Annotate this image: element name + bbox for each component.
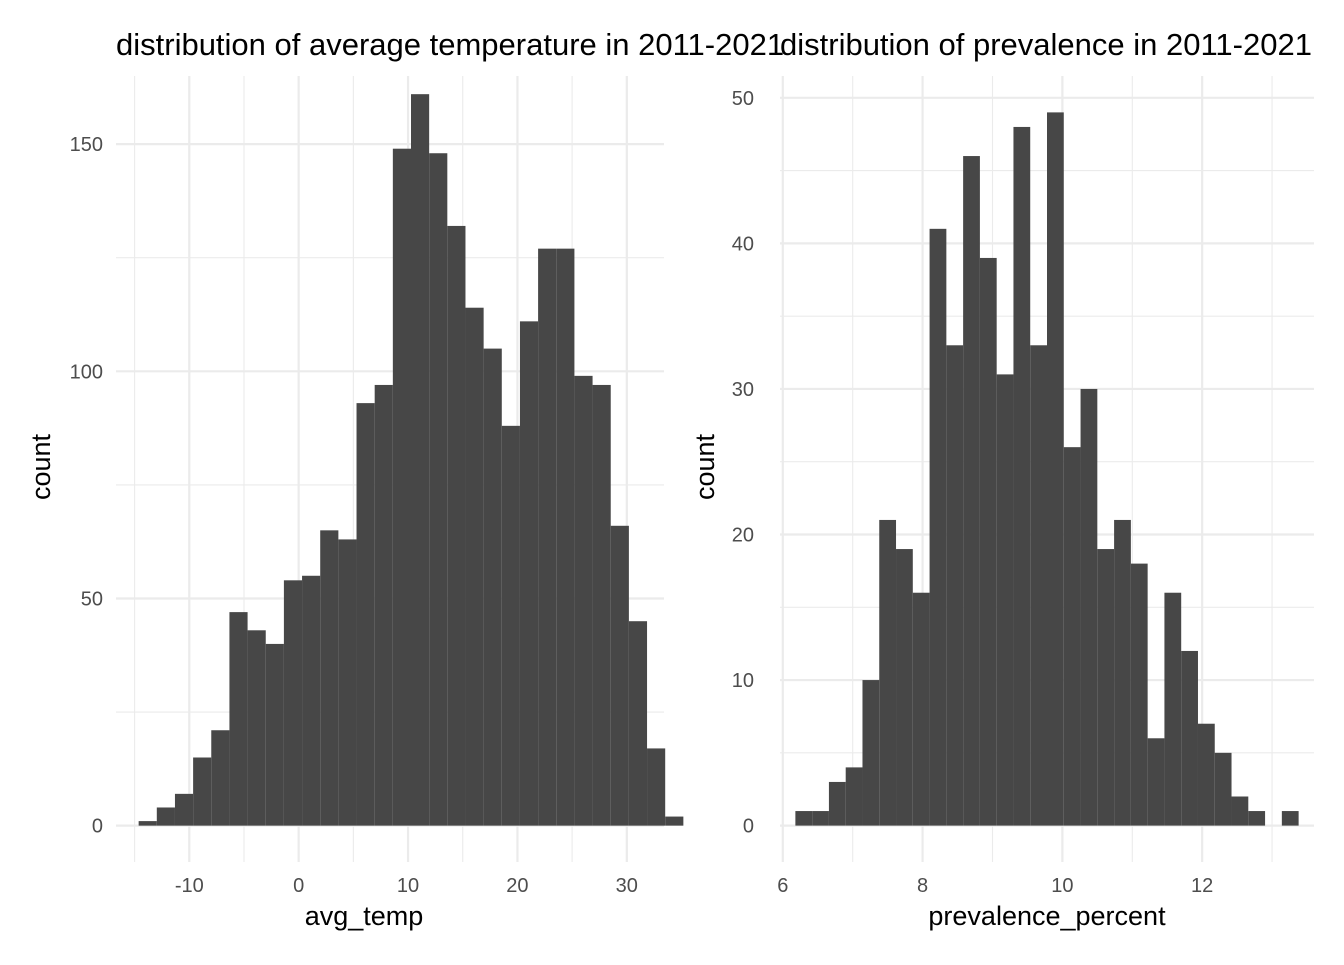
prevalence-histogram-bar <box>1030 345 1047 826</box>
prevalence-histogram-bar <box>1281 811 1299 826</box>
temperature-histogram-bar <box>283 580 303 826</box>
prevalence-bars <box>795 112 1299 826</box>
prevalence-y-tick-label: 50 <box>732 88 754 110</box>
prevalence-histogram-bar <box>862 680 880 826</box>
prevalence-histogram-bar <box>879 519 897 826</box>
prevalence-x-tick-label: 12 <box>1191 875 1213 897</box>
prevalence-histogram-bar <box>963 156 980 826</box>
prevalence-y-tick-label: 20 <box>732 525 754 547</box>
temperature-histogram-bar <box>356 403 375 826</box>
prevalence-histogram-bar <box>1047 112 1064 826</box>
temperature-x-tick-label: 20 <box>506 875 528 897</box>
prevalence-ticks: 6 8 10 12 0 10 20 30 40 50 <box>732 88 1214 897</box>
temperature-y-tick-label: 50 <box>81 588 103 610</box>
prevalence-histogram-bar <box>996 374 1014 826</box>
prevalence-histogram-panel: 6 8 10 12 0 10 20 30 40 50 distribution of preval… <box>690 27 1314 931</box>
temperature-histogram-bar <box>465 307 484 826</box>
temperature-histogram-bar <box>392 148 412 826</box>
temperature-histogram-bar <box>338 539 357 826</box>
temperature-histogram-bar <box>156 807 175 826</box>
temperature-histogram-bar <box>556 248 575 826</box>
temperature-histogram-bar <box>610 525 629 826</box>
temperature-histogram-bar <box>138 821 157 826</box>
temperature-histogram-bar <box>665 816 684 826</box>
temperature-histogram-bar <box>647 748 666 826</box>
temperature-histogram-bar <box>574 375 593 826</box>
prevalence-x-tick-label: 6 <box>777 875 788 897</box>
temperature-histogram-bar <box>374 384 393 826</box>
prevalence-histogram-bar <box>1147 738 1165 826</box>
prevalence-histogram-bar <box>1013 126 1031 826</box>
temperature-histogram-bar <box>538 248 557 826</box>
temperature-y-tick-label: 100 <box>70 361 103 383</box>
prevalence-histogram-bar <box>1248 811 1266 826</box>
prevalence-histogram-bar <box>1164 592 1182 826</box>
temperature-histogram-bar <box>592 384 611 826</box>
prevalence-histogram-bar <box>1181 650 1198 826</box>
prevalence-histogram-bar <box>1063 447 1081 826</box>
prevalence-x-tick-label: 10 <box>1051 875 1073 897</box>
prevalence-x-axis-label: prevalence_percent <box>928 901 1166 931</box>
prevalence-histogram-bar <box>946 345 964 826</box>
temperature-y-axis-label: count <box>26 433 56 500</box>
temperature-x-tick-label: -10 <box>175 875 204 897</box>
prevalence-histogram-bar <box>979 257 997 826</box>
temperature-histogram-bar <box>302 575 321 826</box>
temperature-chart-title: distribution of average temperature in 2… <box>116 27 784 62</box>
temperature-histogram-bar <box>247 630 266 826</box>
prevalence-chart-title: distribution of prevalence in 2011-2021 <box>780 27 1312 62</box>
temperature-histogram-bar <box>483 348 502 826</box>
prevalence-histogram-bar <box>912 592 930 826</box>
prevalence-histogram-bar <box>1130 563 1148 826</box>
prevalence-histogram-bar <box>896 549 913 826</box>
temperature-histogram-bar <box>265 643 284 826</box>
temperature-x-axis-label: avg_temp <box>305 901 424 931</box>
prevalence-histogram-bar <box>828 781 846 826</box>
temperature-y-tick-label: 150 <box>70 134 103 156</box>
prevalence-x-tick-label: 8 <box>917 875 928 897</box>
prevalence-histogram-bar <box>812 811 829 826</box>
prevalence-histogram-bar <box>1231 796 1249 826</box>
prevalence-histogram-bar <box>1197 723 1215 826</box>
temperature-histogram-bar <box>501 425 520 826</box>
temperature-histogram-bar <box>193 757 212 826</box>
prevalence-histogram-bar <box>929 228 947 826</box>
prevalence-y-axis-label: count <box>690 433 720 500</box>
prevalence-histogram-bar <box>1114 519 1131 826</box>
prevalence-y-tick-label: 0 <box>743 816 754 838</box>
temperature-bars <box>138 94 684 826</box>
temperature-histogram-bar <box>519 321 539 826</box>
temperature-histogram-bar <box>628 621 648 826</box>
temperature-histogram-bar <box>174 793 194 826</box>
temperature-y-tick-label: 0 <box>92 816 103 838</box>
temperature-x-tick-label: 10 <box>397 875 419 897</box>
prevalence-y-tick-label: 40 <box>732 233 754 255</box>
prevalence-histogram-bar <box>1097 549 1115 826</box>
prevalence-histogram-bar <box>1080 388 1098 826</box>
temperature-histogram-bar <box>429 153 448 826</box>
prevalence-histogram-bar <box>1214 752 1232 826</box>
temperature-histogram-bar <box>229 612 248 826</box>
temperature-x-tick-label: 0 <box>293 875 304 897</box>
temperature-histogram-bar <box>447 225 466 826</box>
prevalence-histogram-bar <box>795 811 813 826</box>
temperature-histogram-bar <box>411 94 430 826</box>
prevalence-y-tick-label: 10 <box>732 670 754 692</box>
prevalence-histogram-bar <box>845 767 863 826</box>
temperature-histogram-bar <box>320 530 339 826</box>
temperature-histogram-bar <box>211 730 230 826</box>
temperature-ticks: -10 0 10 20 30 0 50 100 150 <box>70 134 638 897</box>
temperature-x-tick-label: 30 <box>616 875 638 897</box>
prevalence-y-tick-label: 30 <box>732 379 754 401</box>
